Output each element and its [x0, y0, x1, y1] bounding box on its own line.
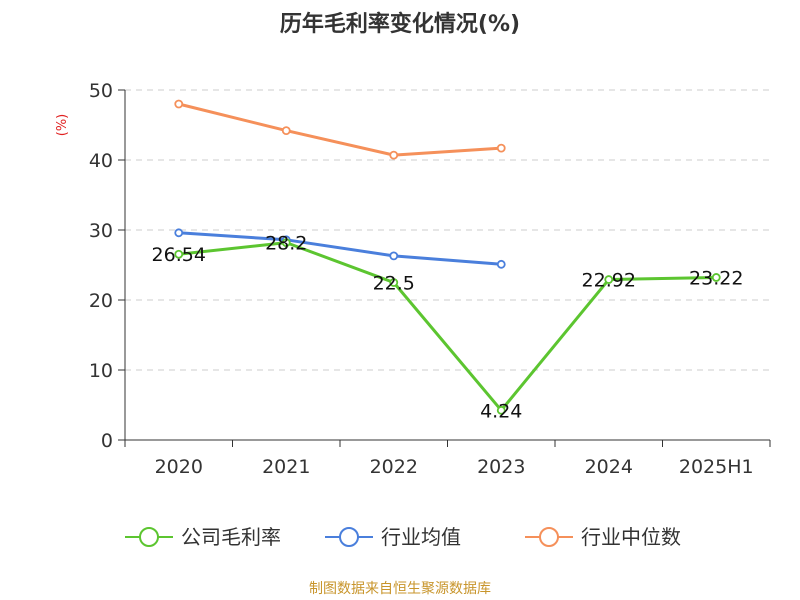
data-point	[496, 143, 506, 153]
x-tick-label: 2023	[477, 456, 525, 478]
legend-label: 行业中位数	[581, 525, 681, 549]
axes: 0 10 20 30 40 50 2020 2021 2022 2023 2024 2025H1	[89, 80, 771, 478]
data-label: 26.54	[152, 244, 206, 266]
data-point	[389, 278, 399, 287]
series-line	[178, 241, 717, 412]
data-point	[604, 275, 614, 284]
chart-title: 历年毛利率变化情况(%)	[280, 11, 520, 37]
x-tick-label: 2021	[262, 456, 310, 478]
data-point	[281, 238, 291, 248]
data-point	[496, 259, 506, 269]
data-point	[281, 126, 291, 136]
x-tick-label: 2022	[370, 456, 418, 478]
x-tick-label: 2024	[585, 456, 633, 478]
series-line	[178, 102, 502, 157]
data-label: 28.2	[265, 233, 307, 255]
legend: 公司毛利率 行业均值 行业中位数	[125, 525, 681, 549]
data-label: 22.5	[373, 273, 415, 295]
series-lines	[174, 99, 721, 415]
legend-marker	[339, 527, 359, 547]
data-label: 23.22	[689, 267, 743, 289]
legend-marker	[139, 527, 159, 547]
data-labels: 26.54 28.2 22.5 4.24 22.92 23.22	[152, 233, 744, 423]
data-label: 4.24	[480, 400, 522, 422]
data-point	[389, 150, 399, 160]
y-tick-label: 30	[89, 220, 113, 242]
data-point	[711, 273, 721, 282]
y-tick-label: 40	[89, 150, 113, 172]
data-point	[174, 99, 184, 109]
y-tick-label: 50	[89, 80, 113, 102]
y-tick-label: 10	[89, 360, 113, 382]
x-tick-label: 2020	[155, 456, 203, 478]
data-point	[389, 251, 399, 261]
y-axis-label: (%)	[55, 114, 70, 137]
x-tick-label: 2025H1	[679, 456, 754, 478]
legend-label: 公司毛利率	[181, 525, 281, 549]
legend-label: 行业均值	[381, 525, 461, 549]
series-line	[178, 231, 502, 266]
source-note: 制图数据来自恒生聚源数据库	[309, 581, 491, 597]
data-point	[496, 405, 506, 415]
legend-marker	[539, 527, 559, 547]
data-point	[174, 249, 184, 259]
y-tick-label: 0	[101, 430, 113, 452]
data-point	[174, 228, 184, 238]
grid-lines	[125, 89, 770, 371]
y-tick-label: 20	[89, 290, 113, 312]
data-label: 22.92	[582, 270, 636, 292]
